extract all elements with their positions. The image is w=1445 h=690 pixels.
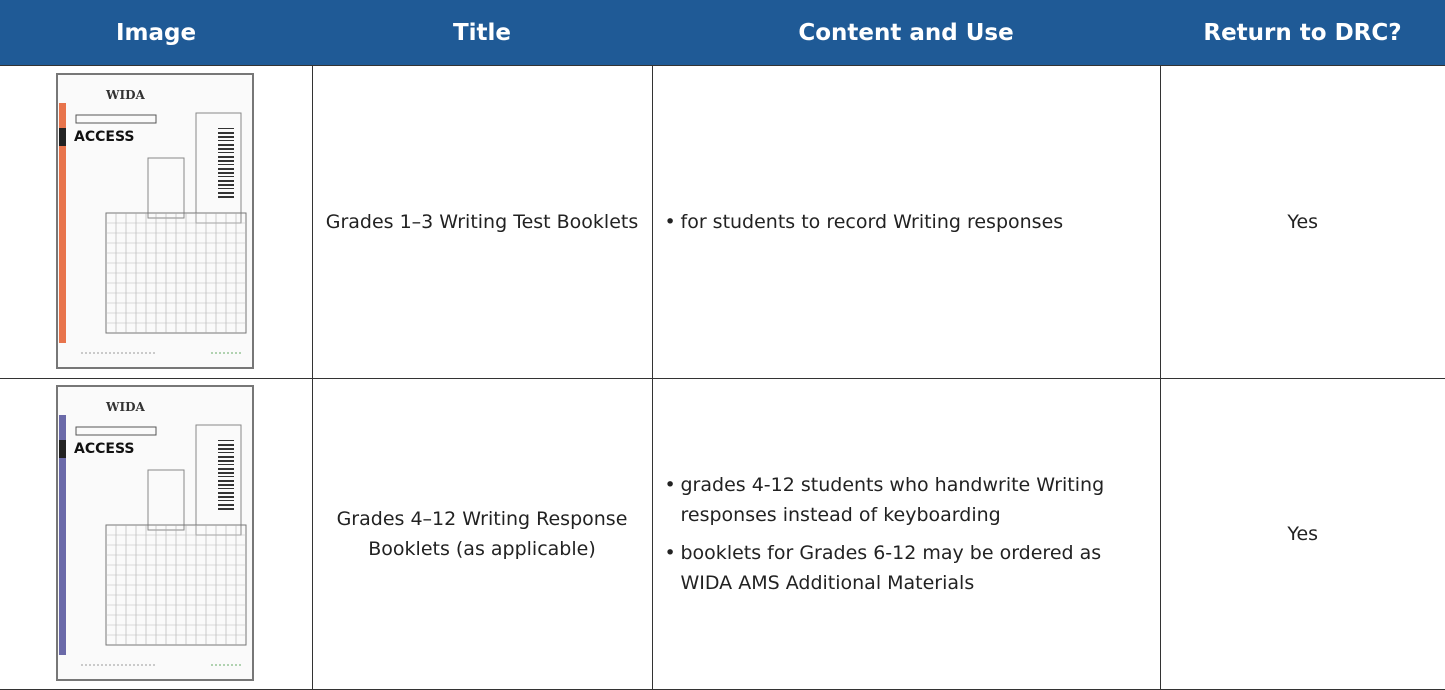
return-cell: Yes (1159, 378, 1445, 690)
barcode-bar (217, 508, 234, 510)
barcode-bar (217, 144, 234, 146)
barcode-bar (217, 172, 234, 174)
barcode-bar (217, 188, 234, 189)
barcode-bar (217, 468, 234, 470)
barcode-bar (217, 452, 234, 453)
barcode-bar (217, 456, 234, 458)
barcode-bar (217, 180, 234, 182)
barcode-bar (217, 152, 234, 153)
barcode-bar (217, 168, 234, 170)
booklet-image: WIDA ACCESS (55, 385, 254, 681)
barcode-bar (217, 492, 234, 494)
barcode-bar (217, 140, 234, 141)
barcode-bar (217, 160, 234, 162)
table-row: WIDA ACCESS Grades 4–12 Writing Response B… (0, 378, 1445, 690)
booklet-tab (58, 128, 66, 146)
content-cell: for students to record Writing responses (651, 65, 1161, 379)
barcode-bar (217, 156, 234, 158)
booklet-image: WIDA ACCESS (55, 73, 254, 369)
table-row: WIDA ACCESS Grades 1–3 Writing Test Bookle… (0, 65, 1445, 379)
header-row: Image Title Content and Use Return to DR… (0, 0, 1445, 66)
barcode-bar (217, 504, 234, 506)
barcode-bar (217, 192, 234, 194)
barcode-bar (217, 500, 234, 501)
header-cell: Image (0, 0, 312, 66)
booklet-stripe (58, 103, 66, 343)
table-body: WIDA ACCESS Grades 1–3 Writing Test Bookle… (0, 65, 1445, 690)
booklet-product: ACCESS (74, 129, 134, 145)
barcode-bar (217, 464, 234, 465)
booklet-brand: WIDA (105, 88, 145, 102)
barcode-bar (217, 480, 234, 482)
content-cell: grades 4-12 students who handwrite Writi… (651, 378, 1161, 690)
booklet-tab (58, 440, 66, 458)
barcode-bar (217, 148, 234, 150)
barcode-bar (217, 484, 234, 486)
barcode-bar (217, 476, 234, 477)
header-cell: Title (312, 0, 652, 66)
content-item: for students to record Writing responses (663, 207, 1150, 237)
content-list: grades 4-12 students who handwrite Writi… (663, 470, 1150, 598)
barcode-bar (217, 176, 234, 177)
barcode-bar (217, 136, 234, 138)
barcode-bar (217, 472, 234, 474)
barcode-bar (217, 132, 234, 134)
header-cell: Return to DRC? (1160, 0, 1445, 66)
booklet-page (55, 385, 254, 681)
content-list: for students to record Writing responses (663, 207, 1150, 237)
booklet-field (75, 114, 157, 124)
booklet-page (55, 73, 254, 369)
barcode-bar (217, 488, 234, 489)
content-item: booklets for Grades 6-12 may be ordered … (663, 538, 1150, 598)
barcode-bar (217, 196, 234, 198)
barcode-bar (217, 440, 234, 441)
image-cell: WIDA ACCESS (0, 65, 313, 379)
barcode-bar (217, 128, 234, 129)
booklet-brand: WIDA (105, 400, 145, 414)
booklet-field (75, 426, 157, 436)
barcode-bar (217, 496, 234, 498)
barcode-bar (217, 448, 234, 450)
barcode-bar (217, 164, 234, 165)
barcode-bar (217, 460, 234, 462)
barcode-bar (217, 184, 234, 186)
booklet-stripe (58, 415, 66, 655)
content-item: grades 4-12 students who handwrite Writi… (663, 470, 1150, 530)
title-cell: Grades 1–3 Writing Test Booklets (311, 65, 653, 379)
return-cell: Yes (1159, 65, 1445, 379)
booklet-product: ACCESS (74, 441, 134, 457)
barcode-bar (217, 444, 234, 446)
image-cell: WIDA ACCESS (0, 378, 313, 690)
title-cell: Grades 4–12 Writing Response Booklets (a… (311, 378, 653, 690)
header-cell: Content and Use (652, 0, 1160, 66)
